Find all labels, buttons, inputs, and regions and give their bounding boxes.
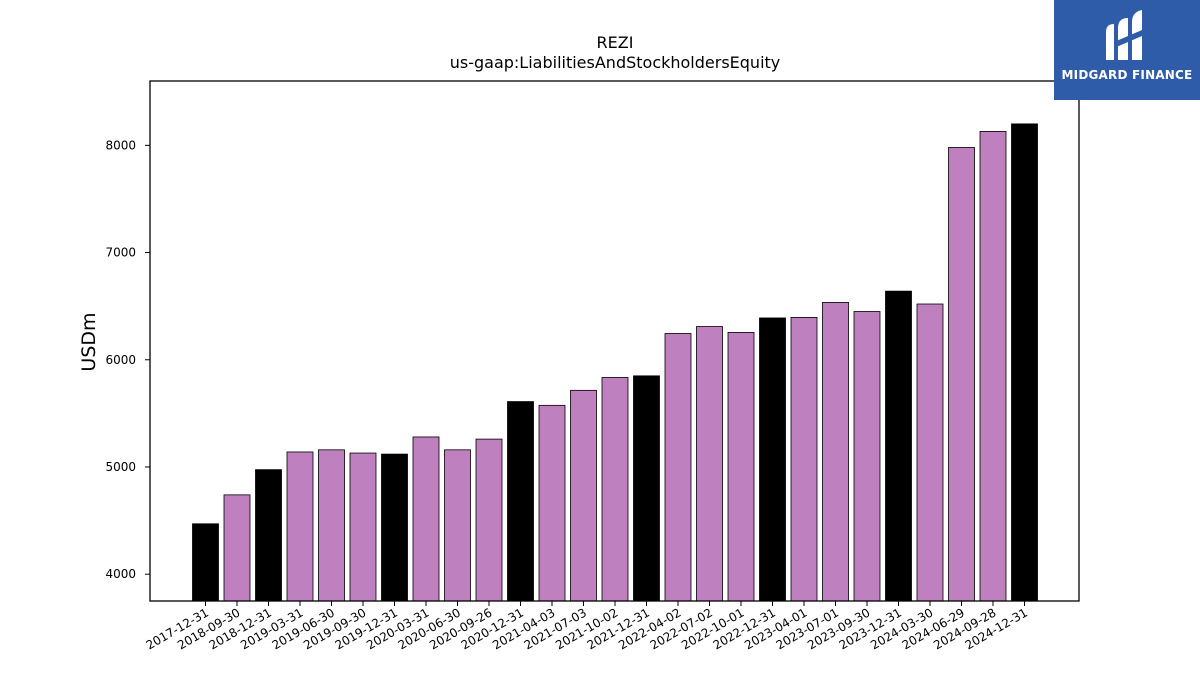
bar — [349, 452, 377, 602]
bar — [286, 451, 314, 602]
bar — [885, 290, 912, 602]
chart-subtitle: us-gaap:LiabilitiesAndStockholdersEquity — [450, 53, 781, 72]
bar — [853, 311, 881, 602]
bar — [601, 377, 629, 602]
bar — [727, 332, 755, 602]
bar — [1011, 123, 1038, 602]
bar — [916, 303, 944, 602]
y-tick-label: 7000 — [105, 246, 136, 260]
x-axis-ticks: 2017-12-312018-09-302018-12-312019-03-31… — [144, 601, 1030, 652]
y-axis-ticks: 4000 5000 6000 7000 8000 — [105, 138, 150, 581]
y-tick-label: 5000 — [105, 460, 136, 474]
bar — [318, 449, 345, 602]
bars-group — [192, 123, 1038, 602]
bar — [633, 375, 660, 602]
midgard-logo-icon — [1106, 10, 1142, 60]
bar — [664, 333, 692, 602]
bar — [790, 317, 818, 602]
bar — [381, 453, 408, 602]
bar — [255, 469, 282, 602]
plot-frame — [149, 80, 1080, 602]
bar — [759, 317, 786, 602]
bar — [822, 302, 849, 602]
y-tick-label: 6000 — [105, 353, 136, 367]
bar — [223, 494, 251, 602]
logo-text: MIDGARD FINANCE — [1061, 68, 1193, 82]
bar — [696, 326, 723, 602]
bar — [948, 147, 975, 602]
y-axis-label: USDm — [78, 312, 100, 371]
midgard-logo: MIDGARD FINANCE — [1054, 0, 1200, 100]
y-tick-label: 4000 — [105, 567, 136, 581]
bar — [412, 436, 440, 602]
bar — [979, 130, 1007, 602]
bar — [538, 404, 566, 602]
bar — [444, 449, 471, 602]
y-tick-label: 8000 — [105, 138, 136, 152]
bar — [475, 438, 503, 602]
chart-title: REZI — [597, 33, 634, 52]
bar — [570, 389, 597, 602]
bar — [192, 523, 219, 602]
bar — [507, 401, 534, 602]
